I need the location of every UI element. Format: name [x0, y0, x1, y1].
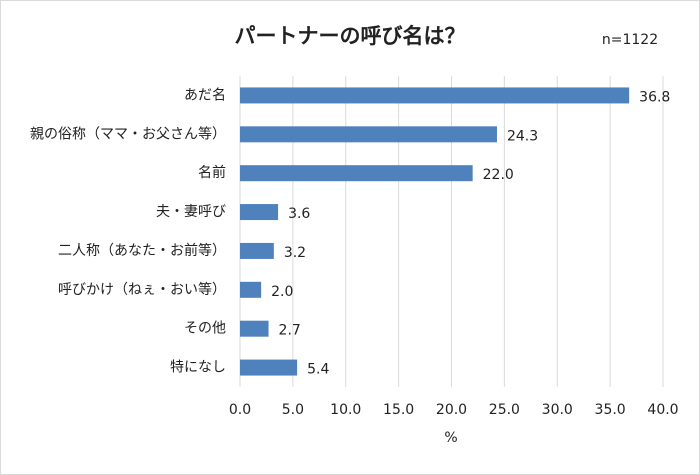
x-tick-label: 0.0 [229, 402, 251, 418]
bar [240, 359, 298, 376]
y-tick-label: 二人称（あなた・お前等） [58, 242, 226, 259]
bar [240, 281, 262, 298]
x-tick-label: 30.0 [542, 402, 573, 418]
x-tick-label: 35.0 [595, 402, 626, 418]
bar [240, 242, 274, 259]
chart-title: パートナーの呼び名は？ [235, 24, 466, 48]
y-tick-label: 親の俗称（ママ・お父さん等） [30, 125, 226, 142]
value-label: 36.8 [639, 89, 670, 105]
x-tick-label: 10.0 [330, 402, 361, 418]
y-tick-label: あだ名 [184, 87, 226, 103]
y-tick-label: その他 [184, 321, 226, 337]
y-tick-label: 呼びかけ（ねぇ・おい等） [58, 281, 226, 298]
bar [240, 320, 269, 337]
value-label: 3.6 [288, 206, 310, 222]
y-tick-label: 夫・妻呼び [156, 204, 226, 220]
value-label: 5.4 [307, 362, 329, 378]
value-label: 3.2 [284, 245, 306, 261]
sample-size: n=1122 [602, 32, 658, 48]
y-tick-label: 名前 [198, 164, 226, 181]
value-label: 2.0 [271, 284, 293, 300]
x-tick-label: 15.0 [383, 402, 414, 418]
value-label: 22.0 [483, 167, 514, 183]
bar [240, 126, 497, 143]
x-tick-label: 5.0 [282, 402, 304, 418]
x-tick-label: 40.0 [647, 402, 678, 418]
x-tick-label: 25.0 [489, 402, 520, 418]
value-label: 2.7 [279, 323, 301, 339]
bar [240, 87, 630, 104]
x-tick-label: 20.0 [436, 402, 467, 418]
bar [240, 165, 473, 182]
value-label: 24.3 [507, 128, 538, 144]
x-axis-label: % [444, 430, 457, 446]
bar [240, 204, 279, 221]
y-tick-label: 特になし [170, 360, 226, 376]
